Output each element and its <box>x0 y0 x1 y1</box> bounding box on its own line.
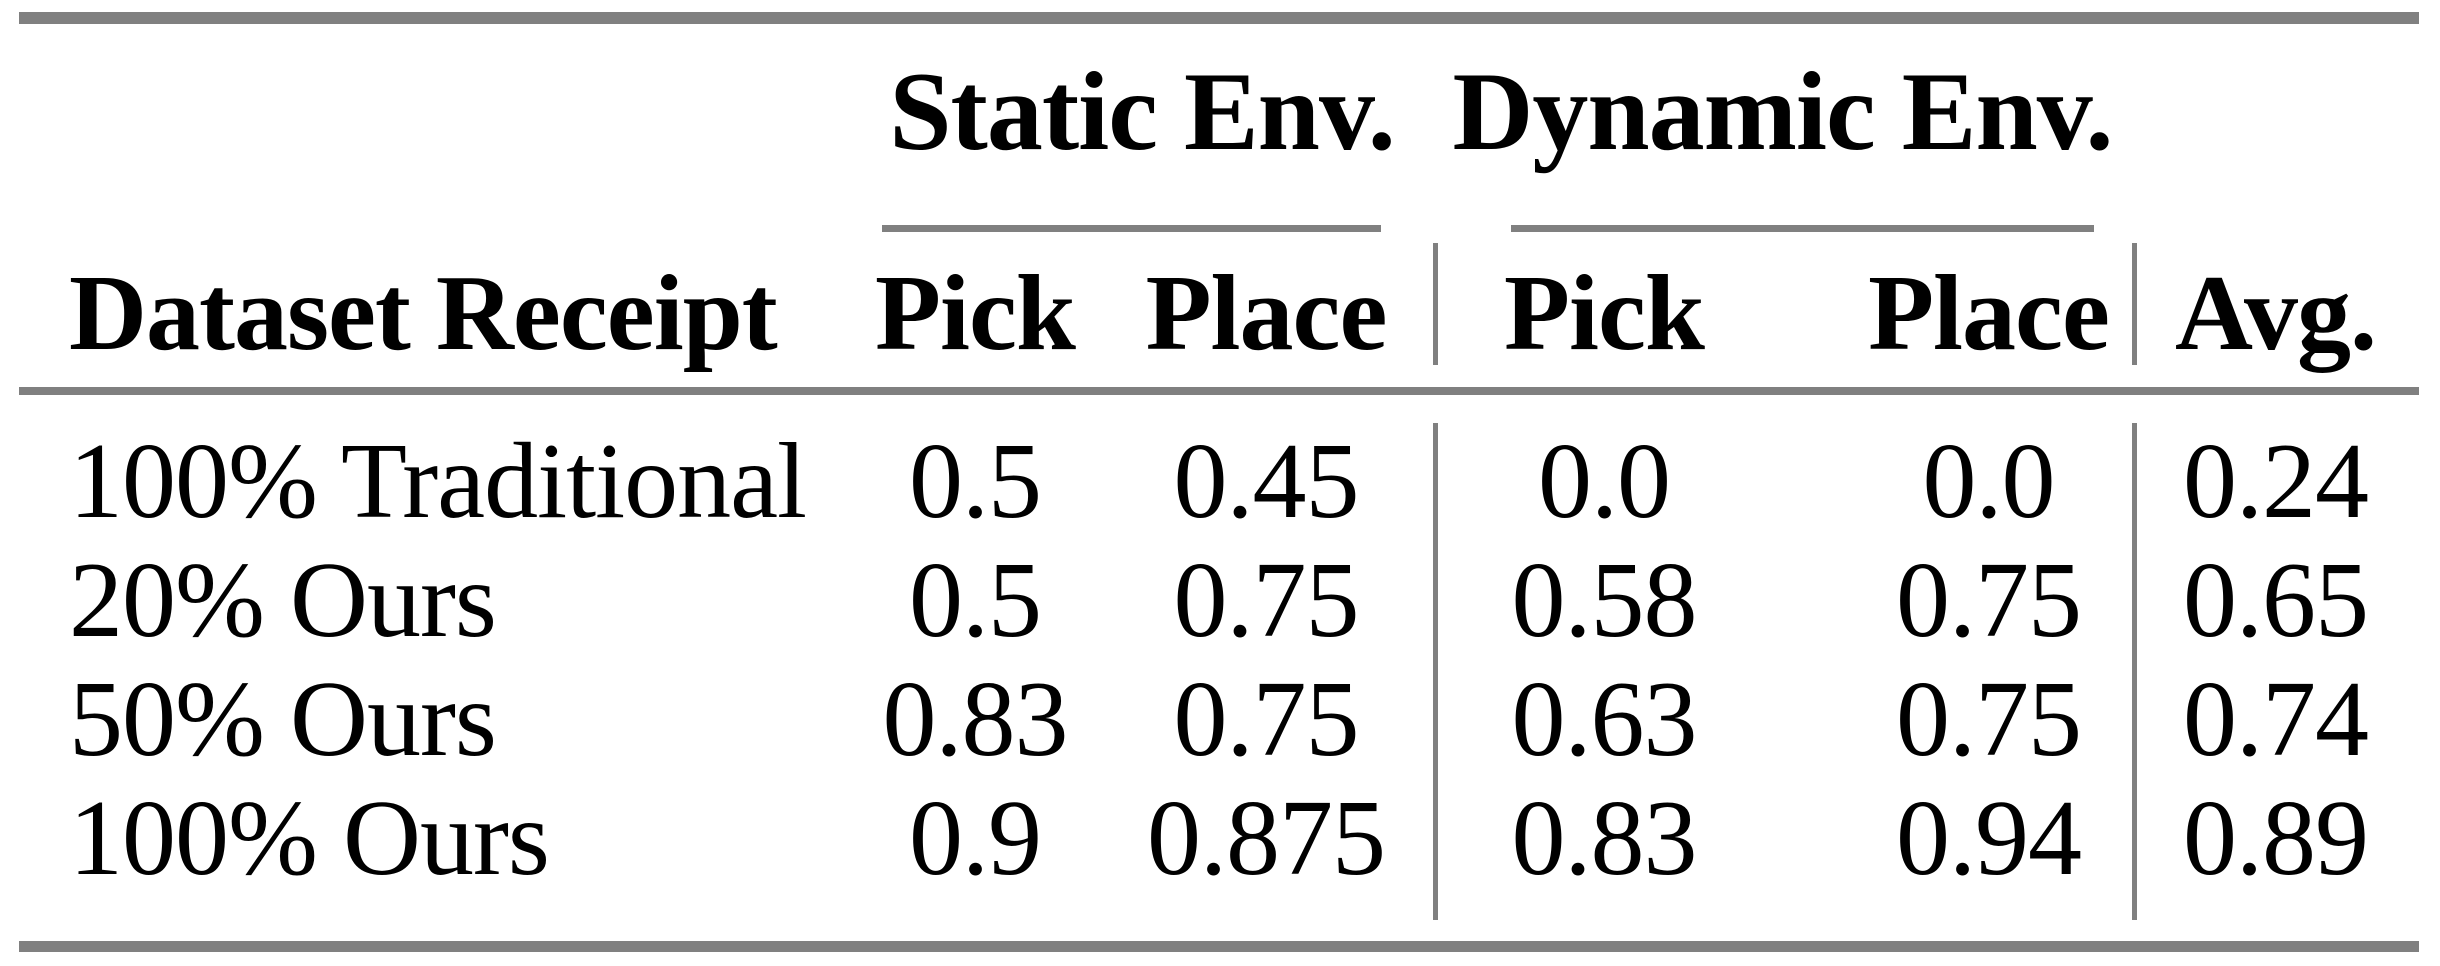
column-header-avg: Avg. <box>2175 253 2377 373</box>
header-vertical-separator-1 <box>1433 243 1438 365</box>
table-body: 100% Traditional 0.5 0.45 0.0 0.0 0.24 2… <box>19 420 2419 898</box>
column-header-dynamic-pick: Pick <box>1504 253 1705 373</box>
row-label: 50% Ours <box>69 660 497 779</box>
group-header-dynamic-env: Dynamic Env. <box>1452 50 2113 174</box>
cell-value: 0.89 <box>2183 779 2369 898</box>
cell-value: 0.75 <box>1896 660 2082 779</box>
top-rule <box>19 12 2419 24</box>
header-rule <box>19 387 2419 395</box>
dynamic-env-cmidrule <box>1511 225 2094 232</box>
static-env-cmidrule <box>882 225 1381 232</box>
cell-value: 0.58 <box>1511 541 1698 660</box>
row-label: 100% Ours <box>69 779 550 898</box>
bottom-rule <box>19 941 2419 952</box>
cell-value: 0.875 <box>1147 779 1386 898</box>
cell-value: 0.5 <box>909 541 1042 660</box>
cell-value: 0.0 <box>1538 422 1671 541</box>
cell-value: 0.94 <box>1896 779 2082 898</box>
cell-value: 0.75 <box>1173 660 1360 779</box>
cell-value: 0.74 <box>2183 660 2369 779</box>
column-header-dynamic-place: Place <box>1868 253 2110 373</box>
cell-value: 0.75 <box>1173 541 1360 660</box>
column-header-static-pick: Pick <box>875 253 1076 373</box>
table-row: 100% Traditional 0.5 0.45 0.0 0.0 0.24 <box>19 420 2419 541</box>
group-header-static-env: Static Env. <box>889 50 1396 174</box>
cell-value: 0.75 <box>1896 541 2082 660</box>
cell-value: 0.65 <box>2183 541 2369 660</box>
table-row: 100% Ours 0.9 0.875 0.83 0.94 0.89 <box>19 777 2419 898</box>
cell-value: 0.63 <box>1511 660 1698 779</box>
column-header-row: Dataset Receipt Pick Place Pick Place Av… <box>19 240 2419 387</box>
cell-value: 0.5 <box>909 422 1042 541</box>
column-header-dataset-receipt: Dataset Receipt <box>69 253 778 373</box>
body-vertical-separator-1 <box>1433 423 1438 920</box>
cell-value: 0.9 <box>909 779 1042 898</box>
table-row: 20% Ours 0.5 0.75 0.58 0.75 0.65 <box>19 539 2419 660</box>
cell-value: 0.83 <box>1511 779 1698 898</box>
cell-value: 0.45 <box>1173 422 1360 541</box>
cell-value: 0.24 <box>2183 422 2369 541</box>
row-label: 100% Traditional <box>69 422 807 541</box>
cell-value: 0.83 <box>882 660 1069 779</box>
column-header-static-place: Place <box>1145 253 1388 373</box>
header-vertical-separator-2 <box>2132 243 2137 365</box>
body-vertical-separator-2 <box>2132 423 2137 920</box>
cell-value: 0.0 <box>1922 422 2056 541</box>
group-header-row: Static Env. Dynamic Env. <box>19 40 2419 185</box>
table-row: 50% Ours 0.83 0.75 0.63 0.75 0.74 <box>19 658 2419 779</box>
row-label: 20% Ours <box>69 541 497 660</box>
